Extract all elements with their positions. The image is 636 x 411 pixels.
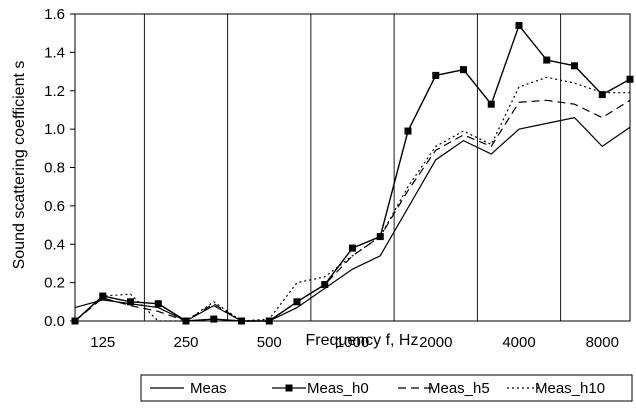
y-tick-label: 1.4 xyxy=(44,44,65,61)
legend-marker-Meas_h0 xyxy=(285,384,293,392)
x-tick-label: 125 xyxy=(90,334,115,351)
legend: Meas Meas_h0 Meas_h5 Meas_h10 xyxy=(140,374,633,402)
x-tick-label: 8000 xyxy=(586,334,619,351)
data-point-Meas_h0 xyxy=(99,292,107,300)
y-tick-label: 1.2 xyxy=(44,83,65,100)
series-line-Meas xyxy=(74,116,631,322)
data-point-Meas_h0 xyxy=(432,71,440,79)
data-point-Meas_h0 xyxy=(626,75,634,83)
series-line-Meas_h0 xyxy=(74,24,631,322)
data-point-Meas_h0 xyxy=(154,300,162,308)
series-lines xyxy=(71,22,634,325)
y-tick-label: 0.6 xyxy=(44,198,65,215)
data-point-Meas_h0 xyxy=(598,91,606,99)
grid-lines xyxy=(143,14,562,321)
y-tick-label: 0.2 xyxy=(44,275,65,292)
data-point-Meas_h0 xyxy=(543,56,551,64)
x-tick-label: 2000 xyxy=(419,334,452,351)
legend-box xyxy=(140,374,633,402)
y-tick-label: 1.6 xyxy=(44,6,65,23)
legend-label-Meas_h5: Meas_h5 xyxy=(428,380,490,397)
y-tick-label: 0.4 xyxy=(44,236,65,253)
data-point-Meas_h0 xyxy=(404,127,412,135)
y-tick-label: 0.8 xyxy=(44,160,65,177)
x-axis-title: Frequency f, Hz xyxy=(306,332,419,349)
data-point-Meas_h0 xyxy=(127,298,134,306)
data-point-Meas_h0 xyxy=(210,315,218,323)
data-point-Meas_h0 xyxy=(321,281,329,289)
y-axis-title: Sound scattering coefficient s xyxy=(11,61,28,270)
series-Meas_h0 xyxy=(71,22,634,325)
series-line-Meas_h10 xyxy=(74,76,630,322)
series-Meas xyxy=(74,116,631,322)
tick-labels: 0.0 0.2 0.4 0.6 0.8 1.0 1.2 1.4 1.6 125 250 500 1000… xyxy=(44,6,619,351)
data-point-Meas_h0 xyxy=(487,100,495,108)
legend-label-Meas_h0: Meas_h0 xyxy=(307,380,369,397)
data-point-Meas_h0 xyxy=(460,66,467,74)
data-point-Meas_h0 xyxy=(515,22,523,30)
data-point-Meas_h0 xyxy=(349,244,356,252)
data-point-Meas_h0 xyxy=(571,62,578,70)
y-tick-label: 0.0 xyxy=(44,313,65,330)
x-tick-label: 1000 xyxy=(336,334,369,351)
x-tick-label: 250 xyxy=(173,334,198,351)
y-tick-label: 1.0 xyxy=(44,121,65,138)
series-Meas_h5 xyxy=(74,99,631,322)
series-Meas_h10 xyxy=(74,76,630,322)
legend-label-Meas: Meas xyxy=(190,380,227,397)
x-tick-label: 500 xyxy=(257,334,282,351)
legend-label-Meas_h10: Meas_h10 xyxy=(535,380,605,397)
x-tick-label: 4000 xyxy=(502,334,535,351)
series-line-Meas_h5 xyxy=(74,99,631,322)
